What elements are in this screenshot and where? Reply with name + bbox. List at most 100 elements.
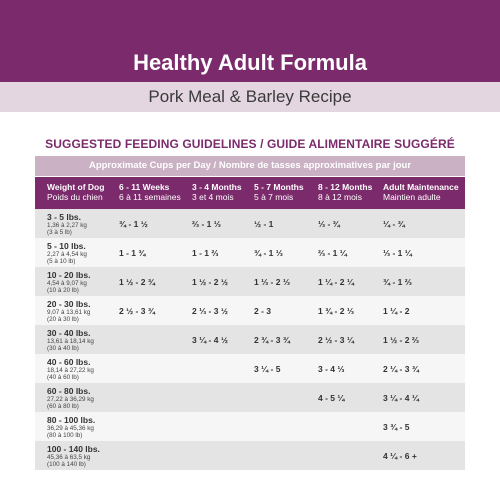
cups-value: 2 ½ - 3 ¾ (119, 306, 155, 316)
weight-lb-fr: (5 à 10 lb) (47, 258, 76, 265)
weight-lb-fr: (100 à 140 lb) (47, 461, 86, 468)
cups-value: ¾ - 1 ½ (119, 219, 148, 229)
weight-lbs: 5 - 10 lbs. (47, 241, 86, 251)
cups-value: 1 ¼ - 2 ¼ (318, 277, 354, 287)
header-col1-fr: 6 à 11 semaines (119, 192, 181, 202)
cups-value: ¼ - ¾ (383, 219, 405, 229)
weight-kg: 13,61 à 18,14 kg (47, 338, 94, 345)
feeding-table: Weight of Dog Poids du chien 6 - 11 Week… (35, 177, 465, 470)
cups-value: ¾ - 1 ⅓ (254, 248, 283, 258)
cups-value: 3 ¾ - 5 (383, 422, 410, 432)
weight-lb-fr: (30 à 40 lb) (47, 345, 79, 352)
header-band (0, 0, 500, 82)
cups-value: 1 - 1 ¾ (119, 248, 146, 258)
weight-cell: 20 - 30 lbs. 9,07 à 13,61 kg (20 à 30 lb… (47, 299, 147, 323)
weight-lb-fr: (20 à 30 lb) (47, 316, 79, 323)
header-col3-fr: 5 à 7 mois (254, 192, 294, 202)
header-6-11-weeks: 6 - 11 Weeks 6 à 11 semaines (119, 182, 181, 202)
cups-value: 3 ¼ - 4 ¼ (383, 393, 419, 403)
weight-kg: 36,29 à 45,36 kg (47, 425, 94, 432)
weight-kg: 2,27 à 4,54 kg (47, 251, 87, 258)
cups-value: 2 ¼ - 3 ¾ (383, 364, 419, 374)
table-row: 5 - 10 lbs. 2,27 à 4,54 kg (5 à 10 lb) 1… (35, 238, 465, 267)
table-row: 20 - 30 lbs. 9,07 à 13,61 kg (20 à 30 lb… (35, 296, 465, 325)
table-header-row: Weight of Dog Poids du chien 6 - 11 Week… (35, 177, 465, 209)
weight-lbs: 100 - 140 lbs. (47, 444, 100, 454)
header-col5-en: Adult Maintenance (383, 182, 459, 192)
cups-value: 2 - 3 (254, 306, 272, 316)
subtitle-band (0, 82, 500, 112)
header-col2-en: 3 - 4 Months (192, 182, 242, 192)
product-title: Healthy Adult Formula (133, 50, 367, 75)
weight-lbs: 20 - 30 lbs. (47, 299, 91, 309)
cups-value: 1 ½ - 2 ⅔ (383, 335, 419, 345)
weight-cell: 100 - 140 lbs. 45,36 à 63,5 kg (100 à 14… (47, 444, 147, 468)
weight-lbs: 80 - 100 lbs. (47, 415, 96, 425)
weight-cell: 10 - 20 lbs. 4,54 à 9,07 kg (10 à 20 lb) (47, 270, 147, 294)
weight-kg: 9,07 à 13,61 kg (47, 309, 91, 316)
header-weight-en: Weight of Dog (47, 182, 105, 192)
weight-lb-fr: (10 à 20 lb) (47, 287, 79, 294)
cups-value: 1 ¾ - 2 ⅓ (318, 306, 354, 316)
header-8-12-months: 8 - 12 Months 8 à 12 mois (318, 182, 372, 202)
weight-lb-fr: (3 à 5 lb) (47, 229, 72, 236)
cups-value: 4 - 5 ¼ (318, 393, 345, 403)
header-weight: Weight of Dog Poids du chien (47, 182, 104, 202)
cups-value: 1 ⅓ - 2 ⅓ (254, 277, 290, 287)
cups-value: 1 ½ - 2 ½ (192, 277, 228, 287)
header-col4-en: 8 - 12 Months (318, 182, 373, 192)
weight-cell: 40 - 60 lbs. 18,14 à 27,22 kg (40 à 60 l… (47, 357, 147, 381)
header-col3-en: 5 - 7 Months (254, 182, 304, 192)
weight-lb-fr: (80 à 100 lb) (47, 432, 83, 439)
cups-value: 3 ¼ - 5 (254, 364, 281, 374)
cups-value: 1 - 1 ⅔ (192, 248, 219, 258)
weight-cell: 3 - 5 lbs. 1,36 à 2,27 kg (3 à 5 lb) (47, 212, 147, 236)
cups-value: 1 ½ - 2 ¾ (119, 277, 155, 287)
feeding-guidelines-heading: SUGGESTED FEEDING GUIDELINES / GUIDE ALI… (45, 137, 455, 151)
weight-cell: 5 - 10 lbs. 2,27 à 4,54 kg (5 à 10 lb) (47, 241, 147, 265)
weight-kg: 4,54 à 9,07 kg (47, 280, 87, 287)
cups-value: 3 ¼ - 4 ½ (192, 335, 228, 345)
table-row: 30 - 40 lbs. 13,61 à 18,14 kg (30 à 40 l… (35, 325, 465, 354)
table-row: 60 - 80 lbs. 27,22 à 36,29 kg (60 à 80 l… (35, 383, 465, 412)
cups-value: ⅓ - 1 ¼ (383, 248, 412, 258)
cups-value: 1 ¼ - 2 (383, 306, 410, 316)
header-col1-en: 6 - 11 Weeks (119, 182, 170, 192)
weight-cell: 60 - 80 lbs. 27,22 à 36,29 kg (60 à 80 l… (47, 386, 147, 410)
weight-lbs: 60 - 80 lbs. (47, 386, 91, 396)
table-row: 3 - 5 lbs. 1,36 à 2,27 kg (3 à 5 lb) ¾ -… (35, 209, 465, 238)
cups-value: ⅓ - ¾ (318, 219, 340, 229)
weight-lbs: 10 - 20 lbs. (47, 270, 91, 280)
weight-cell: 30 - 40 lbs. 13,61 à 18,14 kg (30 à 40 l… (47, 328, 147, 352)
approx-cups-label: Approximate Cups per Day / Nombre de tas… (88, 160, 412, 171)
table-row: 80 - 100 lbs. 36,29 à 45,36 kg (80 à 100… (35, 412, 465, 441)
cups-value: 2 ¾ - 3 ¾ (254, 335, 290, 345)
weight-kg: 18,14 à 27,22 kg (47, 367, 94, 374)
cups-value: ⅔ - 1 ¼ (318, 248, 347, 258)
weight-lbs: 3 - 5 lbs. (47, 212, 82, 222)
weight-lbs: 40 - 60 lbs. (47, 357, 91, 367)
cups-value: ¾ - 1 ⅔ (383, 277, 412, 287)
weight-kg: 45,36 à 63,5 kg (47, 454, 91, 461)
approx-cups-band (35, 156, 465, 176)
cups-value: 2 ½ - 3 ¼ (318, 335, 354, 345)
table-row: 40 - 60 lbs. 18,14 à 27,22 kg (40 à 60 l… (35, 354, 465, 383)
header-col4-fr: 8 à 12 mois (318, 192, 362, 202)
header-weight-fr: Poids du chien (47, 192, 103, 202)
header-adult-maintenance: Adult Maintenance Maintien adulte (383, 182, 459, 202)
table-row: 100 - 140 lbs. 45,36 à 63,5 kg (100 à 14… (35, 441, 465, 470)
table-row: 10 - 20 lbs. 4,54 à 9,07 kg (10 à 20 lb)… (35, 267, 465, 296)
cups-value: ⅔ - 1 ⅓ (192, 219, 221, 229)
header-col2-fr: 3 et 4 mois (192, 192, 234, 202)
weight-kg: 27,22 à 36,29 kg (47, 396, 94, 403)
cups-value: ½ - 1 (254, 219, 274, 229)
weight-lb-fr: (40 à 60 lb) (47, 374, 79, 381)
weight-lbs: 30 - 40 lbs. (47, 328, 91, 338)
header-5-7-months: 5 - 7 Months 5 à 7 mois (254, 182, 304, 202)
recipe-subtitle: Pork Meal & Barley Recipe (148, 87, 352, 106)
header-col5-fr: Maintien adulte (383, 192, 441, 202)
cups-value: 2 ⅓ - 3 ½ (192, 306, 228, 316)
cups-value: 3 - 4 ⅓ (318, 364, 345, 374)
weight-lb-fr: (60 à 80 lb) (47, 403, 79, 410)
cups-value: 4 ¼ - 6 + (383, 451, 417, 461)
